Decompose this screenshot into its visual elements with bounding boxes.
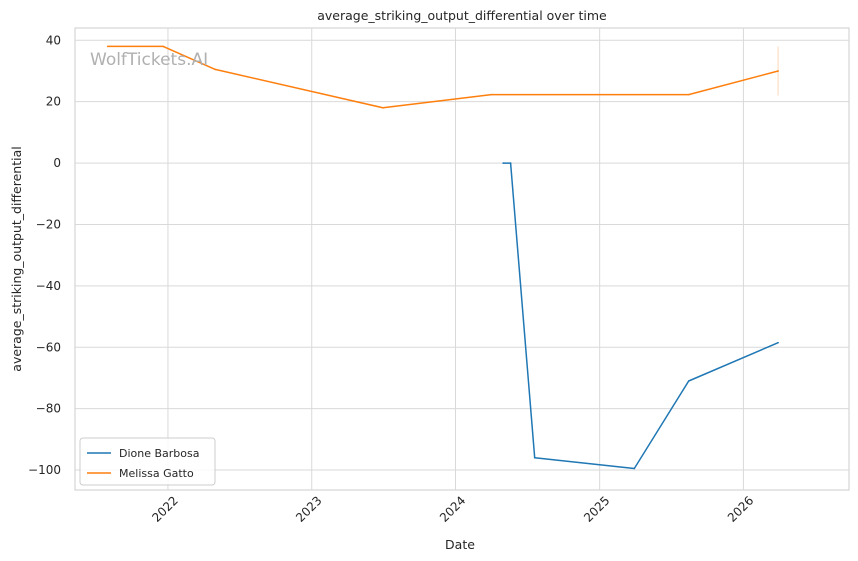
y-tick-label: 0 <box>53 156 61 170</box>
y-axis-label: average_striking_output_differential <box>9 146 24 371</box>
x-axis: 2022 2023 2024 2025 2026 <box>149 493 756 524</box>
data-point-melissa-gatto <box>214 68 217 71</box>
x-tick-label: 2022 <box>149 493 180 524</box>
data-point-dione-barbosa <box>687 380 690 382</box>
data-point-melissa-gatto <box>162 45 165 48</box>
x-tick-label: 2024 <box>437 493 468 524</box>
y-tick-label: 40 <box>46 33 61 47</box>
data-point-dione-barbosa <box>633 467 636 470</box>
legend: Dione Barbosa Melissa Gatto <box>79 437 216 486</box>
legend-label-melissa-gatto: Melissa Gatto <box>119 467 194 480</box>
watermark: WolfTickets.AI <box>90 50 208 70</box>
y-tick-label: −20 <box>36 217 61 231</box>
legend-label-dione-barbosa: Dione Barbosa <box>119 447 200 460</box>
data-point-dione-barbosa <box>533 456 536 459</box>
data-point-melissa-gatto <box>106 45 109 48</box>
x-tick-label: 2025 <box>581 493 612 524</box>
chart-title: average_striking_output_differential ove… <box>317 8 607 23</box>
plot-area <box>74 27 850 491</box>
y-axis: 40 20 0 −20 −40 −60 −80 −100 <box>28 33 61 477</box>
data-point-dione-barbosa <box>509 162 512 164</box>
y-tick-label: −40 <box>36 279 61 293</box>
y-tick-label: −80 <box>36 402 61 416</box>
data-point-melissa-gatto <box>777 70 779 72</box>
series-layer <box>106 45 779 470</box>
data-point-melissa-gatto <box>490 93 493 96</box>
y-tick-label: 20 <box>46 95 61 109</box>
x-tick-label: 2023 <box>293 493 324 524</box>
x-tick-label: 2026 <box>725 493 756 524</box>
y-tick-label: −100 <box>28 463 61 477</box>
y-tick-label: −60 <box>36 340 61 354</box>
grid <box>75 28 849 490</box>
data-point-dione-barbosa <box>502 162 504 164</box>
data-point-melissa-gatto <box>382 107 384 109</box>
data-point-melissa-gatto <box>687 93 690 96</box>
series-line-dione-barbosa <box>503 162 779 470</box>
x-axis-label: Date <box>445 537 475 552</box>
data-point-dione-barbosa <box>777 341 779 344</box>
legend-box <box>79 437 216 486</box>
